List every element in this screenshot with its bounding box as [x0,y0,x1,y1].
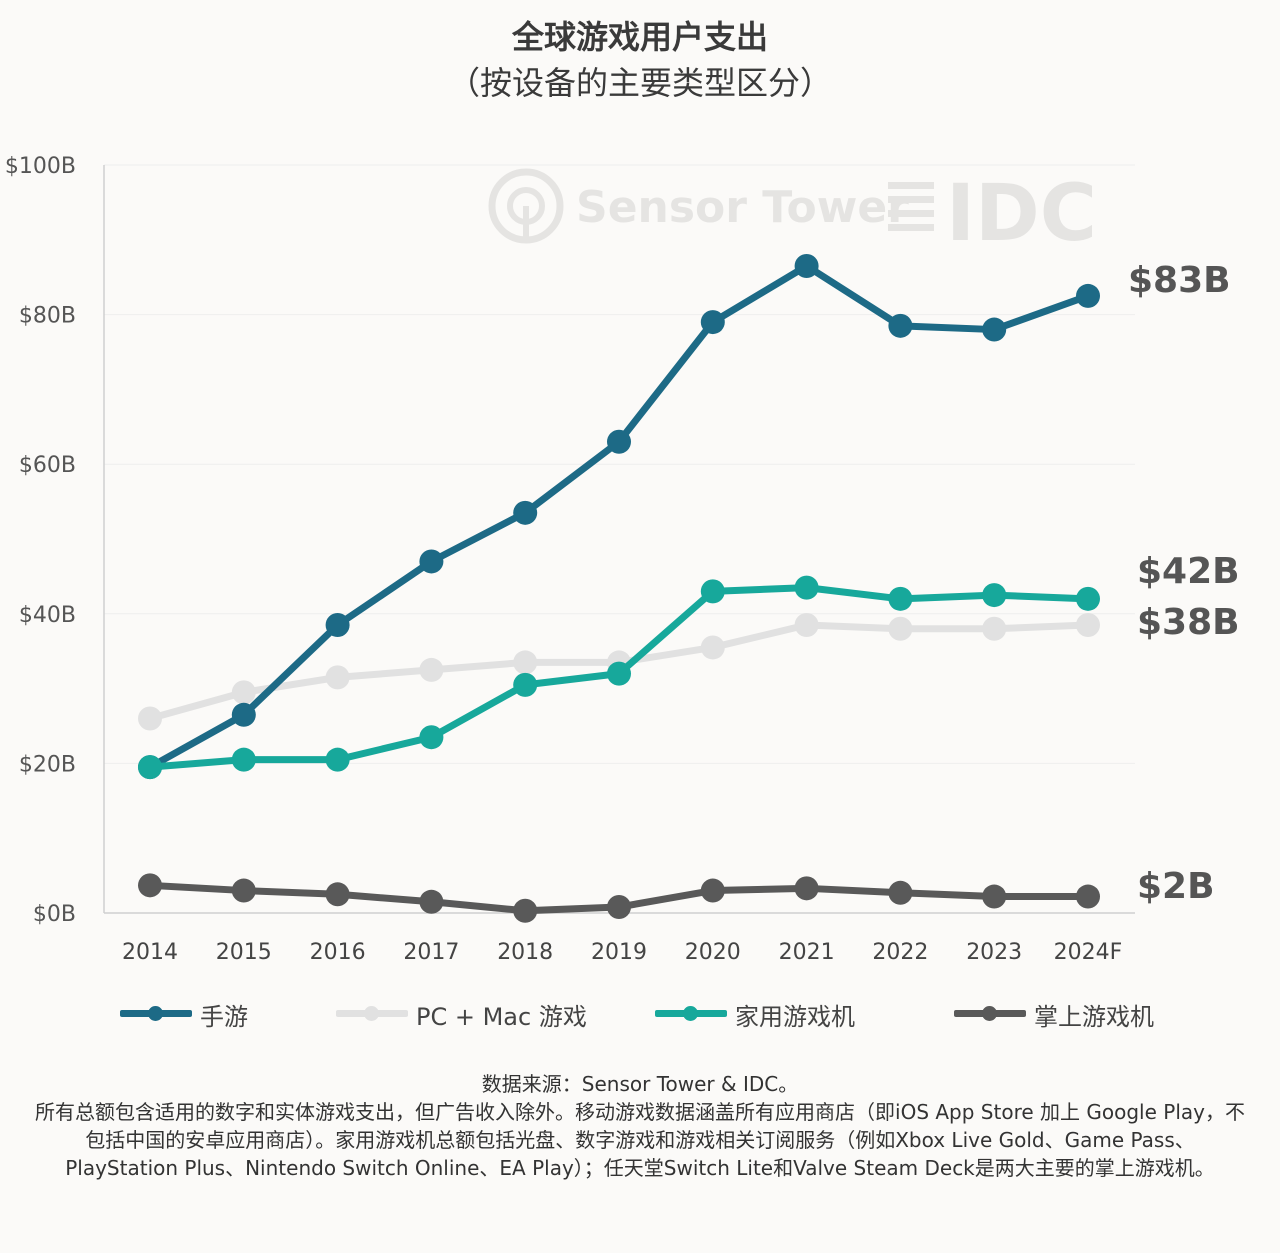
data-point [794,613,819,638]
series-3 [138,873,1100,923]
legend-swatch [336,996,408,1032]
data-point [888,313,913,338]
data-point [607,895,631,920]
y-tick-label: $0B [33,902,76,927]
data-point [888,616,913,641]
data-point [1076,613,1100,638]
end-value-label: $38B [1137,602,1240,643]
data-point [794,876,819,901]
data-point [700,878,725,903]
end-value-label: $42B [1137,551,1240,592]
data-point [513,898,538,923]
legend-item: 掌上游戏机 [954,996,1154,1032]
data-point [982,616,1007,641]
y-tick-label: $60B [19,453,76,478]
data-point [982,583,1007,608]
data-point [888,586,913,611]
legend-swatch [655,996,727,1032]
series [138,253,1100,923]
x-tick-label: 2017 [403,940,459,965]
watermark-sensor-tower: Sensor Tower [576,182,909,233]
data-point [607,429,631,454]
end-value-label: $83B [1128,260,1231,301]
data-point [1076,884,1100,909]
data-point [325,613,350,638]
x-tick-label: 2020 [685,940,741,965]
data-point [700,579,725,604]
data-point [419,549,444,574]
footnote-notes: 所有总额包含适用的数字和实体游戏支出，但广告收入除外。移动游戏数据涵盖所有应用商… [35,1100,1245,1180]
data-point [1076,283,1100,308]
x-tick-label: 2021 [779,940,835,965]
legend: 手游 PC + Mac 游戏 家用游戏机 掌上游戏机 [0,996,1280,1032]
data-point [231,878,256,903]
data-point [325,882,350,907]
legend-swatch [954,996,1026,1032]
legend-item: PC + Mac 游戏 [336,996,587,1032]
y-axis-ticks: $0B $20B $40B $60B $80B $100B [5,154,76,927]
data-point [419,889,444,914]
line-chart: $0B$20B$40B$60B$80B$100B 2014 2015 2016 201… [5,154,1240,965]
data-point [325,665,350,690]
data-point [794,253,819,278]
footnote: 数据来源：Sensor Tower & IDC。 所有总额包含适用的数字和实体游… [30,1070,1250,1182]
data-point [700,635,725,660]
legend-label: 掌上游戏机 [1034,1002,1154,1031]
x-tick-label: 2016 [310,940,366,965]
data-point [419,725,444,750]
data-point [513,672,538,697]
y-tick-label: $80B [19,304,76,329]
data-point [231,680,256,705]
data-point [325,747,350,772]
watermark: Sensor Tower IDC [488,168,1097,248]
x-tick-label: 2015 [216,940,272,965]
data-point [888,880,913,905]
x-axis-ticks: 2014 2015 2016 2017 2018 2019 2020 2021 2022 2023… [122,940,1122,965]
legend-label: 手游 [200,1002,248,1031]
data-point [513,650,538,675]
legend-swatch [120,996,192,1032]
legend-item: 家用游戏机 [655,996,855,1032]
x-tick-label: 2023 [966,940,1022,965]
end-value-label: $2B [1137,866,1215,907]
data-point [794,575,819,600]
legend-label: PC + Mac 游戏 [416,1002,587,1031]
series-2 [138,575,1100,780]
data-point [231,747,256,772]
data-point [513,500,538,525]
data-point [1076,586,1100,611]
legend-label: 家用游戏机 [735,1002,855,1031]
end-labels: $83B $42B $38B $2B [1128,260,1240,907]
series-line [146,262,1092,771]
series-0 [138,253,1100,780]
data-point [138,755,162,780]
data-point [607,661,631,686]
footnote-source: 数据来源：Sensor Tower & IDC。 [481,1072,799,1096]
watermark-idc: IDC [946,169,1097,248]
x-tick-label: 2024F [1054,940,1123,965]
data-point [419,657,444,682]
y-tick-label: $20B [19,752,76,777]
x-tick-label: 2018 [497,940,553,965]
chart-title: 全球游戏用户支出 [511,18,768,56]
legend-item: 手游 [120,996,248,1032]
data-point [982,884,1007,909]
data-point [231,702,256,727]
data-point [138,706,162,731]
data-point [700,310,725,335]
axes [103,165,1135,914]
x-tick-label: 2022 [872,940,928,965]
data-point [982,317,1007,342]
x-tick-label: 2014 [122,940,178,965]
y-tick-label: $100B [5,154,76,179]
y-tick-label: $40B [19,603,76,628]
chart-subtitle: （按设备的主要类型区分） [447,64,832,102]
grid [104,164,1135,764]
data-point [138,873,162,898]
x-tick-label: 2019 [591,940,647,965]
